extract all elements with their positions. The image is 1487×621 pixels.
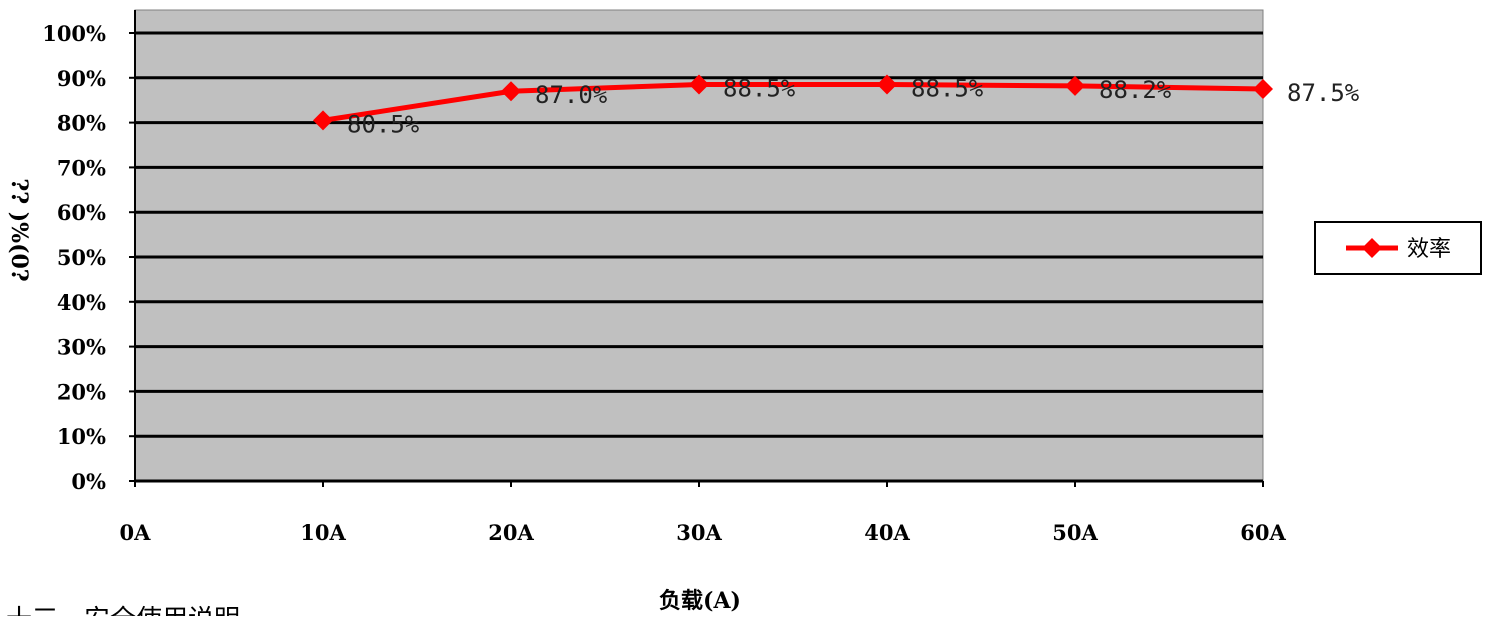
y-tick-label: 70% (57, 155, 106, 180)
data-point-marker (313, 110, 333, 131)
data-point-marker (877, 74, 897, 95)
x-tick-label: 50A (1052, 520, 1098, 545)
y-axis-title-text: ?? )%(0? (6, 178, 32, 281)
data-point-marker (1065, 75, 1085, 96)
y-tick-label: 10% (57, 424, 106, 449)
axes (134, 10, 1264, 487)
series-efficiency (313, 74, 1273, 131)
data-label: 88.5% (723, 75, 796, 103)
y-tick-label: 0% (71, 469, 106, 494)
y-tick-label: 60% (57, 200, 106, 225)
x-tick-label: 20A (488, 520, 534, 545)
x-tick-label: 40A (864, 520, 910, 545)
legend: 效率 (1314, 221, 1482, 275)
data-point-marker (1253, 79, 1273, 99)
x-tick-label: 30A (676, 520, 722, 545)
data-label: 88.2% (1099, 76, 1172, 104)
y-tick-labels: 0% 10% 20% 30% 40% 50% 60% 70% 80% 90% 100% (42, 21, 106, 494)
series-line (322, 82, 1264, 123)
y-tick-label: 40% (57, 290, 106, 315)
data-labels: 80.5% 87.0% 88.5% 88.5% 88.2% 87.5% (347, 75, 1360, 139)
y-tick-label: 50% (57, 245, 106, 270)
y-tick-label: 90% (57, 66, 106, 91)
data-label: 87.5% (1287, 79, 1360, 107)
data-point-marker (501, 81, 521, 102)
data-label: 80.5% (347, 110, 420, 138)
data-label: 87.0% (535, 81, 608, 109)
x-tick-label: 0A (120, 520, 152, 545)
data-label: 88.5% (911, 75, 984, 103)
x-tick-label: 60A (1240, 520, 1286, 545)
y-tick-label: 80% (57, 111, 106, 136)
legend-marker (1362, 238, 1382, 258)
y-tick-label: 100% (42, 21, 106, 46)
y-tick-label: 20% (57, 379, 106, 404)
x-tick-labels: 0A 10A 20A 30A 40A 50A 60A (120, 520, 1287, 545)
x-tick-label: 10A (300, 520, 346, 545)
y-tick-label: 30% (57, 335, 106, 360)
x-axis-title: 负载(A) (659, 588, 741, 614)
legend-label: 效率 (1407, 237, 1451, 262)
data-point-marker (689, 74, 709, 95)
footer-text-fragment: 十三、安全使用说明 (6, 605, 240, 616)
y-axis-title: ?? )%(0? (6, 178, 32, 281)
